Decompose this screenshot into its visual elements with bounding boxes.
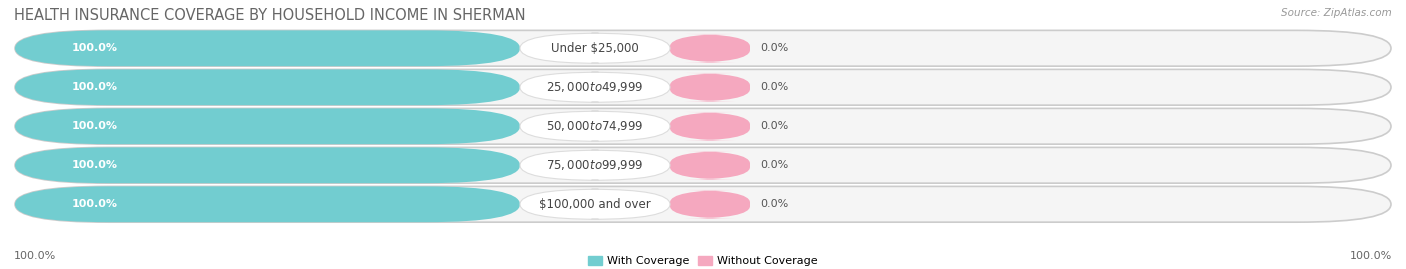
Text: 0.0%: 0.0% [761,121,789,131]
Text: HEALTH INSURANCE COVERAGE BY HOUSEHOLD INCOME IN SHERMAN: HEALTH INSURANCE COVERAGE BY HOUSEHOLD I… [14,8,526,23]
FancyBboxPatch shape [520,150,671,180]
FancyBboxPatch shape [671,151,749,180]
FancyBboxPatch shape [671,73,749,102]
Text: 0.0%: 0.0% [761,160,789,170]
FancyBboxPatch shape [520,111,671,141]
FancyBboxPatch shape [520,189,671,219]
Text: 100.0%: 100.0% [72,121,117,131]
FancyBboxPatch shape [15,186,1391,222]
FancyBboxPatch shape [15,69,1391,105]
FancyBboxPatch shape [520,33,671,63]
Text: 100.0%: 100.0% [72,199,117,209]
Text: 100.0%: 100.0% [72,43,117,53]
FancyBboxPatch shape [15,69,520,105]
FancyBboxPatch shape [671,112,749,141]
Text: 0.0%: 0.0% [761,43,789,53]
FancyBboxPatch shape [520,72,671,102]
Text: $75,000 to $99,999: $75,000 to $99,999 [547,158,644,172]
Text: Source: ZipAtlas.com: Source: ZipAtlas.com [1281,8,1392,18]
Text: $50,000 to $74,999: $50,000 to $74,999 [547,119,644,133]
FancyBboxPatch shape [671,34,749,63]
FancyBboxPatch shape [15,108,1391,144]
Text: $25,000 to $49,999: $25,000 to $49,999 [547,80,644,94]
FancyBboxPatch shape [15,30,520,66]
FancyBboxPatch shape [671,190,749,219]
Text: 0.0%: 0.0% [761,82,789,92]
Text: 100.0%: 100.0% [14,251,56,261]
Text: $100,000 and over: $100,000 and over [538,198,651,211]
FancyBboxPatch shape [15,186,520,222]
FancyBboxPatch shape [15,108,520,144]
Legend: With Coverage, Without Coverage: With Coverage, Without Coverage [588,256,818,266]
Text: Under $25,000: Under $25,000 [551,42,638,55]
FancyBboxPatch shape [15,147,1391,183]
FancyBboxPatch shape [15,30,1391,66]
FancyBboxPatch shape [15,147,520,183]
Text: 100.0%: 100.0% [72,160,117,170]
Text: 100.0%: 100.0% [72,82,117,92]
Text: 100.0%: 100.0% [1350,251,1392,261]
Text: 0.0%: 0.0% [761,199,789,209]
